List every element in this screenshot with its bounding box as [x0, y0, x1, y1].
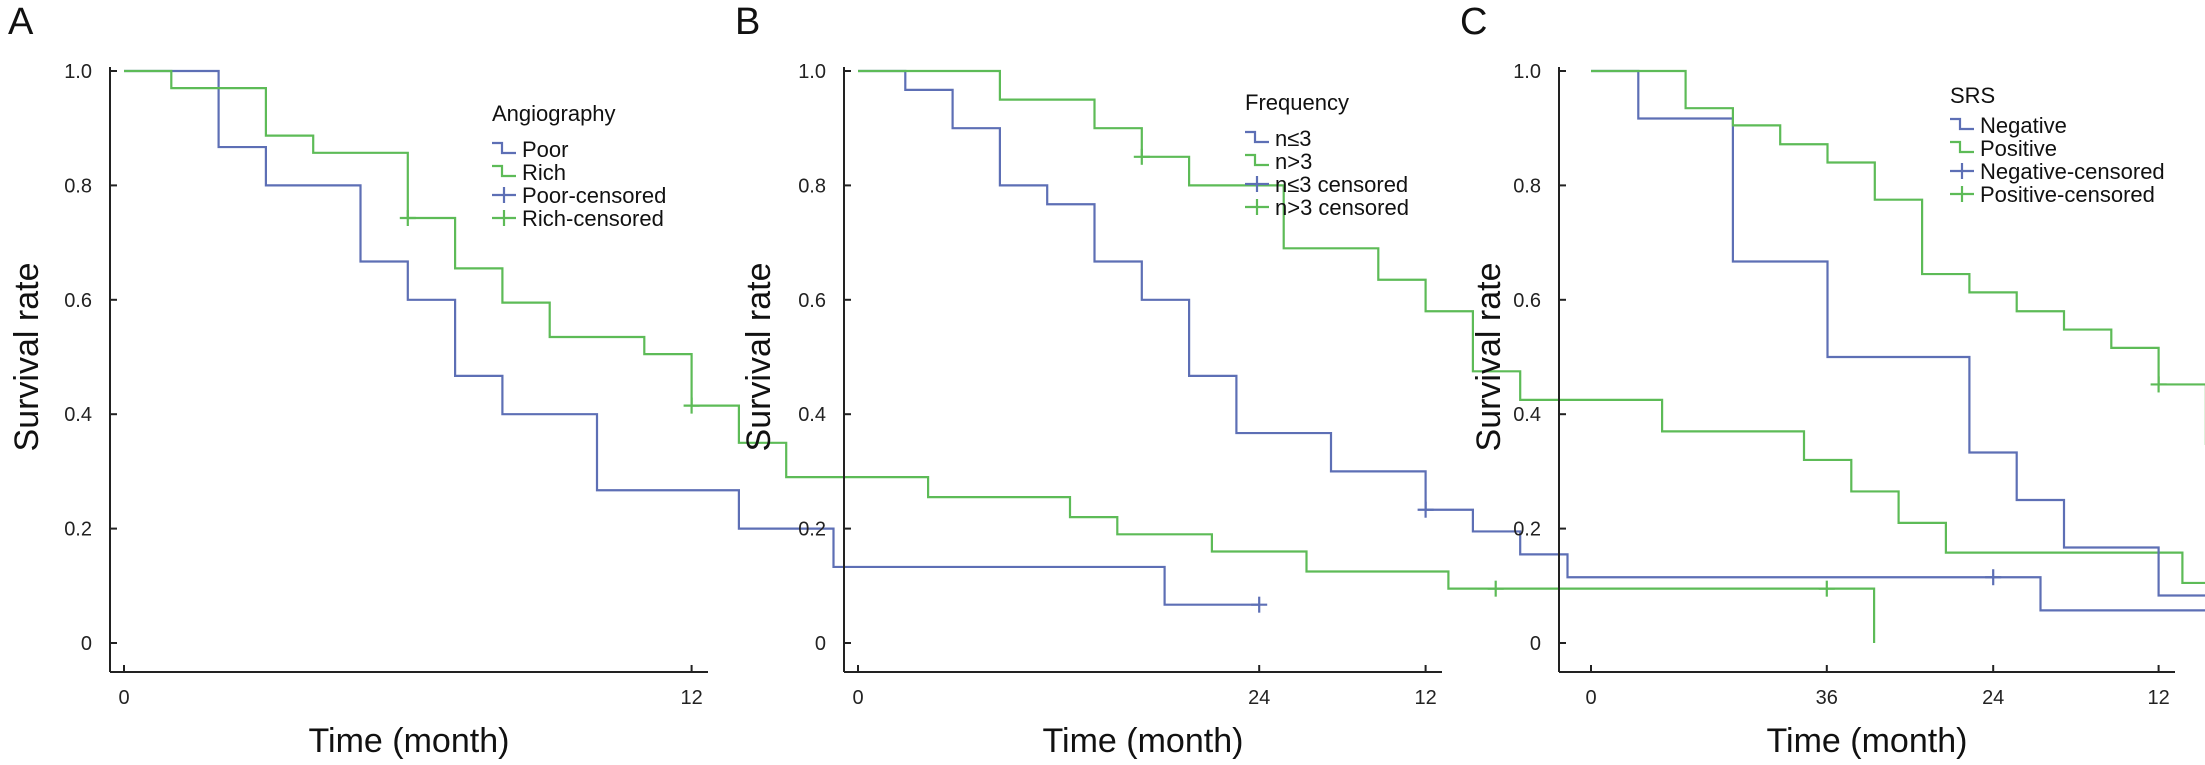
- legend-item-label: n≤3 censored: [1275, 172, 1408, 197]
- x-tick-label: 12: [1414, 687, 1436, 709]
- x-tick-label: 0: [1585, 687, 1596, 709]
- y-tick-label: 0.6: [64, 290, 92, 312]
- legend-item-label: Negative-censored: [1980, 159, 2165, 184]
- legend: Angiography PoorRichPoor-censoredRich-cen…: [492, 101, 666, 231]
- x-tick-label: 0: [852, 687, 863, 709]
- legend: SRS NegativePositiveNegative-censoredPosi…: [1950, 83, 2165, 207]
- legend-item-label: n>3: [1275, 149, 1312, 174]
- legend-item-label: Positive: [1980, 136, 2057, 161]
- x-axis-title: Time (month): [309, 722, 510, 760]
- legend-swatch: [492, 141, 516, 155]
- series-line-n≤3: [858, 69, 2205, 612]
- y-tick-label: 1.0: [64, 61, 92, 83]
- y-tick-label: 0.4: [798, 404, 826, 426]
- y-tick-label: 0.4: [64, 404, 92, 426]
- series-line-n>3: [858, 69, 2205, 585]
- panel-letter: B: [735, 1, 760, 43]
- y-tick-label: 0: [815, 633, 826, 655]
- x-tick-label: 36: [1816, 687, 1838, 709]
- panel-C: C 0 0.2 0.4 0.6 0.8 1.0 0 12 24 36 Time (month) Surv…: [1460, 1, 2205, 760]
- y-tick-label: 1.0: [1513, 61, 1541, 83]
- legend-item-label: n>3 censored: [1275, 195, 1409, 220]
- legend-title: Frequency: [1245, 90, 1349, 115]
- y-tick-label: 0.2: [1513, 519, 1541, 541]
- y-tick-label: 0: [1530, 633, 1541, 655]
- y-tick-label: 0.4: [1513, 404, 1541, 426]
- legend-item-label: Positive-censored: [1980, 182, 2155, 207]
- legend-item-label: Poor-censored: [522, 183, 666, 208]
- legend-item-label: Rich-censored: [522, 206, 664, 231]
- y-axis-title: Survival rate: [8, 263, 46, 452]
- y-axis-title: Survival rate: [1470, 263, 1508, 452]
- x-tick-label: 0: [118, 687, 129, 709]
- panel-letter: C: [1460, 1, 1487, 43]
- legend-title: SRS: [1950, 83, 1995, 108]
- legend-swatch: [1950, 140, 1974, 154]
- legend-item-label: Rich: [522, 160, 566, 185]
- x-tick-label: 12: [2147, 687, 2169, 709]
- legend-swatch: [1950, 117, 1974, 131]
- series-line-Poor: [124, 69, 1260, 606]
- y-tick-label: 0.8: [1513, 175, 1541, 197]
- legend-swatch: [1245, 153, 1269, 167]
- x-tick-label: 12: [680, 687, 702, 709]
- y-tick-label: 0.2: [798, 519, 826, 541]
- y-tick-label: 0.8: [64, 175, 92, 197]
- x-tick-label: 24: [1982, 687, 2004, 709]
- series-line-Positive: [1591, 69, 2205, 446]
- legend-swatch: [1245, 130, 1269, 144]
- series-line-Negative: [1591, 69, 2205, 597]
- panel-B: B 0 0.2 0.4 0.6 0.8 1.0 0 12 24 36 Time (month) Surv…: [735, 1, 2205, 760]
- y-tick-label: 0: [81, 633, 92, 655]
- y-tick-label: 0.6: [798, 290, 826, 312]
- y-axis-title: Survival rate: [740, 263, 778, 452]
- y-tick-label: 0.8: [798, 175, 826, 197]
- panel-A: A 0 0.2 0.4 0.6 0.8 1.0 0 12 24 36 Time (month) Surv…: [8, 1, 1876, 760]
- y-tick-label: 0.6: [1513, 290, 1541, 312]
- y-tick-label: 0.2: [64, 519, 92, 541]
- legend-title: Angiography: [492, 101, 616, 126]
- legend-item-label: Poor: [522, 137, 568, 162]
- legend-swatch: [492, 164, 516, 178]
- x-axis-title: Time (month): [1043, 722, 1244, 760]
- panel-letter: A: [8, 1, 34, 43]
- legend-item-label: n≤3: [1275, 126, 1312, 151]
- x-tick-label: 24: [1248, 687, 1270, 709]
- x-axis-title: Time (month): [1767, 722, 1968, 760]
- legend-item-label: Negative: [1980, 113, 2067, 138]
- y-tick-label: 1.0: [798, 61, 826, 83]
